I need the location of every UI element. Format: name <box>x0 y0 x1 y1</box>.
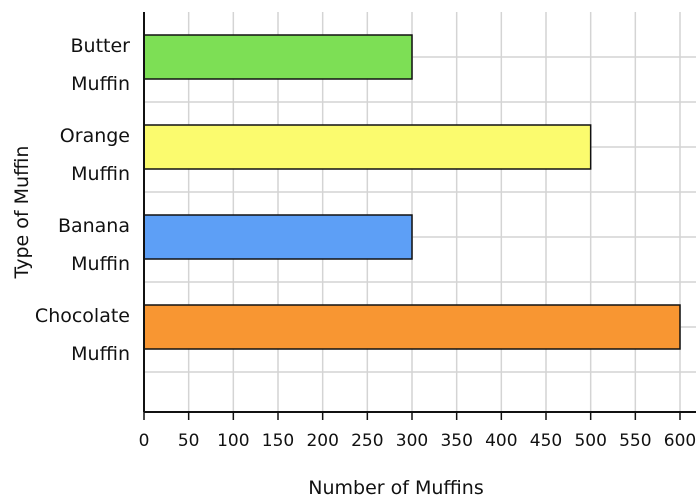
x-tick-label: 50 <box>178 431 200 451</box>
x-tick-label: 600 <box>664 431 696 451</box>
category-label: Banana Muffin <box>58 215 130 275</box>
x-axis-title: Number of Muffins <box>308 477 483 499</box>
bar-banana-muffin <box>143 214 413 260</box>
x-tick-label: 550 <box>619 431 651 451</box>
x-tick-label: 250 <box>351 431 383 451</box>
category-label: Orange Muffin <box>60 125 130 185</box>
x-tick-label: 100 <box>217 431 249 451</box>
x-tick-label: 200 <box>306 431 338 451</box>
bar-butter-muffin <box>143 34 413 80</box>
axes <box>143 12 696 413</box>
bars <box>143 34 681 350</box>
x-tick-label: 400 <box>485 431 517 451</box>
category-label: Butter Muffin <box>71 35 131 95</box>
x-tick-label: 450 <box>530 431 562 451</box>
x-tick-label: 300 <box>396 431 428 451</box>
x-tick-label: 350 <box>440 431 472 451</box>
x-tick-label: 500 <box>574 431 606 451</box>
bar-orange-muffin <box>143 124 592 170</box>
category-label: Chocolate Muffin <box>35 305 130 365</box>
y-axis-title: Type of Muffin <box>11 146 33 280</box>
x-tick-label: 0 <box>139 431 150 451</box>
category-labels: Butter Muffin Orange Muffin Banana Muffin Choc… <box>35 35 130 365</box>
x-tick-label: 150 <box>262 431 294 451</box>
x-ticks: 0 50 100 150 200 250 300 350 400 450 500 550 600 <box>139 412 696 451</box>
bar-chocolate-muffin <box>143 304 681 350</box>
